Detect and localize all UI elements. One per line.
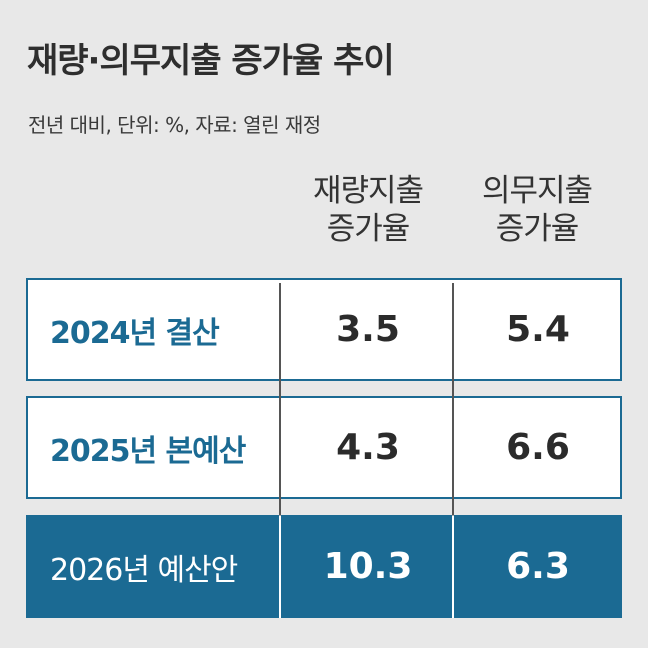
data-label: 4.3 bbox=[336, 427, 400, 468]
data-label: 10.3 bbox=[323, 546, 413, 587]
table-row: 2025년 본예산 4.3 6.6 bbox=[26, 396, 622, 499]
row-label: 2026년 예산안 bbox=[50, 552, 238, 588]
data-label: 6.3 bbox=[506, 546, 570, 587]
column-header-line1: 재량지출 bbox=[312, 173, 424, 209]
column-header-line2: 증가율 bbox=[326, 211, 411, 247]
data-label: 5.4 bbox=[506, 309, 570, 350]
row-label: 2024년 결산 bbox=[50, 315, 220, 351]
chart-title: 재량·의무지출 증가율 추이 bbox=[27, 41, 395, 81]
column-header-line2: 증가율 bbox=[495, 211, 580, 247]
data-label: 3.5 bbox=[336, 309, 400, 350]
column-header-mandatory: 의무지출 증가율 bbox=[452, 172, 622, 248]
chart-subtitle: 전년 대비, 단위: %, 자료: 열린 재정 bbox=[28, 113, 321, 137]
table-row-highlighted: 2026년 예산안 10.3 6.3 bbox=[26, 515, 622, 618]
column-header-discretionary: 재량지출 증가율 bbox=[283, 172, 453, 248]
column-divider bbox=[279, 283, 281, 618]
data-label: 6.6 bbox=[506, 427, 570, 468]
column-divider bbox=[452, 283, 454, 618]
row-label: 2025년 본예산 bbox=[50, 433, 246, 469]
table-row: 2024년 결산 3.5 5.4 bbox=[26, 278, 622, 381]
column-header-line1: 의무지출 bbox=[481, 173, 593, 209]
